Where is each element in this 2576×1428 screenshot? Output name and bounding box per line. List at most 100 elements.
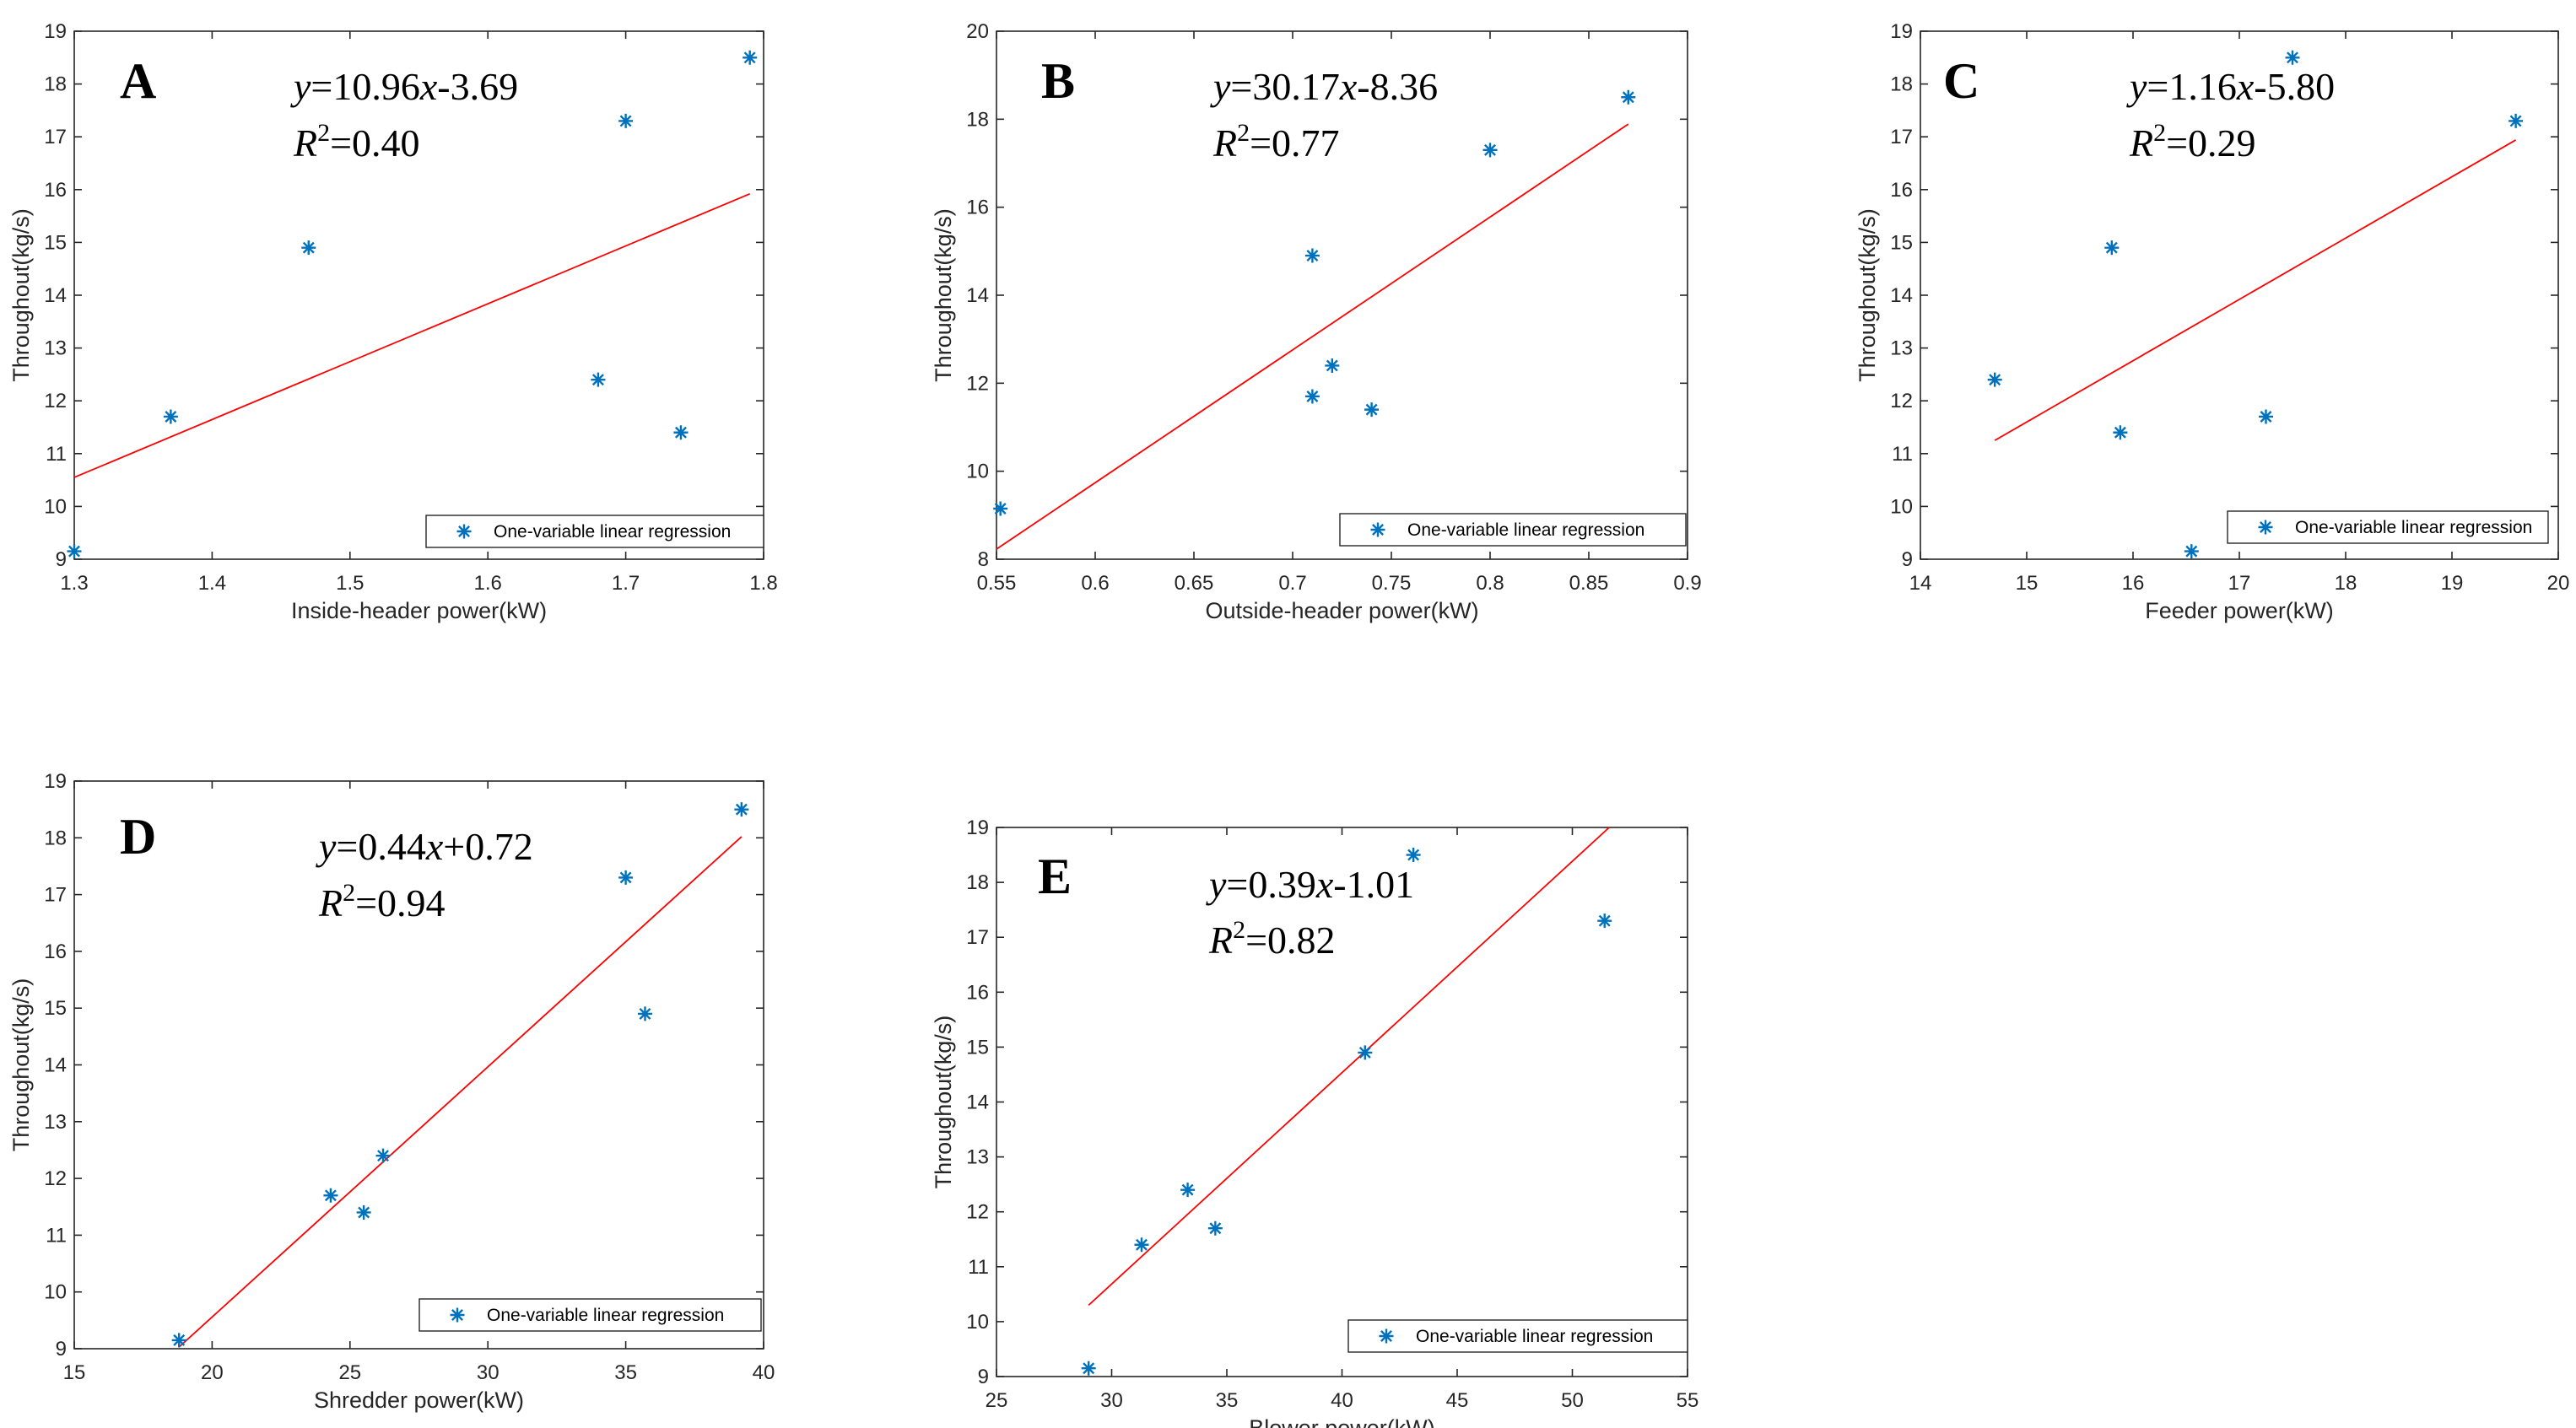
equation-part-rest: -8.36 bbox=[1357, 65, 1438, 108]
regression-line bbox=[996, 123, 1629, 550]
axes-box bbox=[1920, 30, 2559, 560]
y-tick-label: 17 bbox=[1890, 126, 1913, 148]
y-tick-label: 12 bbox=[966, 1201, 989, 1224]
data-point bbox=[673, 425, 689, 440]
x-tick-label: 1.7 bbox=[612, 572, 640, 595]
panel-letter: D bbox=[120, 809, 156, 865]
x-tick-label: 40 bbox=[1331, 1389, 1353, 1412]
equation-part-x: x bbox=[425, 825, 444, 868]
y-tick-label: 16 bbox=[44, 940, 67, 963]
data-point bbox=[618, 113, 634, 128]
data-point bbox=[2184, 544, 2199, 559]
x-tick-label: 0.8 bbox=[1476, 572, 1504, 595]
equation-part-x: x bbox=[1339, 65, 1358, 108]
x-tick-label: 16 bbox=[2122, 572, 2145, 595]
data-point bbox=[1406, 848, 1421, 863]
y-axis-label: Throughout(kg/s) bbox=[1855, 208, 1880, 382]
x-axis-label: Shredder power(kW) bbox=[314, 1388, 524, 1413]
y-tick-label: 16 bbox=[44, 179, 67, 202]
data-point bbox=[1482, 143, 1498, 158]
y-tick-label: 12 bbox=[1890, 390, 1913, 412]
legend-box bbox=[2227, 510, 2549, 544]
x-tick-label: 1.3 bbox=[60, 572, 88, 595]
r-squared-symbol: R bbox=[2129, 121, 2153, 164]
equation-part-y: y bbox=[2126, 65, 2147, 108]
data-point bbox=[1364, 402, 1380, 418]
r-squared: R2=0.40 bbox=[293, 119, 420, 164]
chart-panel-a: 1.3 1.4 1.5 1.6 1.7 1.8 9 10 11 12 13 14 15 16 17 18 19 I… bbox=[8, 20, 778, 623]
equation-part-y: y bbox=[290, 65, 311, 108]
data-point bbox=[637, 1006, 652, 1021]
y-tick-label: 15 bbox=[1890, 231, 1913, 254]
x-tick-label: 40 bbox=[753, 1361, 775, 1384]
chart-panel-b: 0.55 0.6 0.65 0.7 0.75 0.8 0.85 0.9 8 10 12 14 16 18 2… bbox=[931, 20, 1702, 623]
x-tick-label: 35 bbox=[1216, 1389, 1239, 1412]
data-point bbox=[2259, 409, 2273, 424]
y-tick-label: 14 bbox=[966, 284, 989, 307]
regression-equation: y=0.39x-1.01 bbox=[1206, 863, 1414, 906]
y-tick-label: 11 bbox=[1892, 443, 1913, 466]
y-tick-label: 14 bbox=[44, 284, 67, 307]
data-point bbox=[1081, 1361, 1096, 1376]
data-point bbox=[1325, 358, 1340, 373]
equation-part-rest: -1.01 bbox=[1333, 863, 1414, 906]
legend: One-variable linear regression bbox=[425, 515, 764, 548]
y-tick-label: 14 bbox=[966, 1091, 989, 1114]
panel-letter: B bbox=[1041, 53, 1075, 109]
equation-part-y: y bbox=[1210, 65, 1231, 108]
equation-part-eq: =0.44 bbox=[336, 825, 425, 868]
y-tick-label: 12 bbox=[44, 1167, 67, 1190]
data-point bbox=[67, 544, 82, 559]
axes-box bbox=[73, 30, 764, 560]
x-tick-label: 17 bbox=[2228, 572, 2251, 595]
r-squared-exponent: 2 bbox=[2153, 119, 2166, 147]
legend-label: One-variable linear regression bbox=[2295, 518, 2532, 537]
y-tick-label: 18 bbox=[44, 827, 67, 849]
data-point bbox=[993, 501, 1008, 516]
r-squared-symbol: R bbox=[1212, 121, 1237, 164]
data-point bbox=[743, 50, 758, 65]
x-tick-label: 15 bbox=[2016, 572, 2039, 595]
y-tick-label: 18 bbox=[44, 73, 67, 96]
y-tick-label: 16 bbox=[966, 197, 989, 219]
data-point bbox=[618, 870, 634, 885]
equation-part-eq: =10.96 bbox=[311, 65, 419, 108]
data-point bbox=[2113, 425, 2128, 440]
y-axis-label: Throughout(kg/s) bbox=[931, 1016, 956, 1189]
y-tick-label: 18 bbox=[1890, 73, 1913, 96]
y-tick-label: 18 bbox=[966, 871, 989, 894]
r-squared-symbol: R bbox=[293, 121, 317, 164]
legend: One-variable linear regression bbox=[1339, 513, 1687, 547]
y-tick-label: 14 bbox=[1890, 284, 1913, 307]
y-tick-label: 11 bbox=[46, 1224, 67, 1247]
r-squared-value: =0.40 bbox=[330, 121, 419, 164]
x-tick-label: 19 bbox=[2441, 572, 2464, 595]
x-axis-label: Inside-header power(kW) bbox=[291, 598, 547, 623]
x-tick-label: 55 bbox=[1677, 1389, 1699, 1412]
regression-line bbox=[178, 836, 743, 1348]
r-squared: R2=0.82 bbox=[1208, 916, 1336, 962]
y-tick-label: 19 bbox=[44, 770, 67, 793]
x-tick-label: 1.8 bbox=[749, 572, 777, 595]
data-point bbox=[2104, 240, 2120, 256]
y-tick-label: 16 bbox=[966, 981, 989, 1004]
y-tick-label: 19 bbox=[966, 816, 989, 839]
y-tick-label: 10 bbox=[966, 1311, 989, 1334]
x-tick-label: 25 bbox=[338, 1361, 361, 1384]
data-point bbox=[1987, 372, 2002, 387]
r-squared-value: =0.94 bbox=[355, 881, 445, 924]
legend-label: One-variable linear regression bbox=[487, 1306, 724, 1325]
x-tick-label: 0.6 bbox=[1081, 572, 1109, 595]
data-point bbox=[323, 1188, 338, 1203]
x-tick-label: 1.5 bbox=[336, 572, 364, 595]
legend-marker bbox=[1370, 522, 1385, 537]
y-tick-label: 17 bbox=[44, 126, 67, 148]
y-tick-label: 9 bbox=[1902, 548, 1913, 571]
regression-equation: y=1.16x-5.80 bbox=[2126, 65, 2335, 108]
legend-label: One-variable linear regression bbox=[1416, 1327, 1653, 1346]
y-axis-label: Throughout(kg/s) bbox=[8, 978, 34, 1152]
legend-marker bbox=[456, 524, 472, 539]
data-point bbox=[1597, 913, 1612, 929]
y-axis-label: Throughout(kg/s) bbox=[8, 208, 34, 382]
legend-label: One-variable linear regression bbox=[494, 522, 731, 542]
